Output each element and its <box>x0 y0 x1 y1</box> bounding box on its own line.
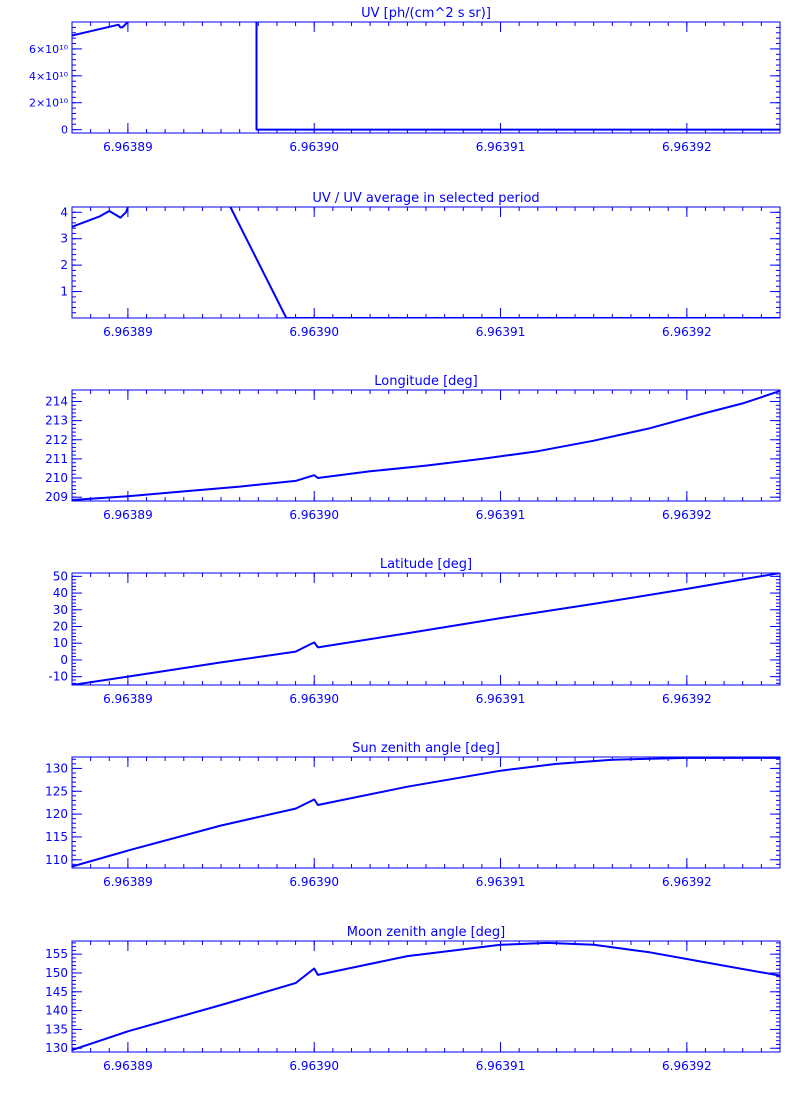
x-tick-label: 6.96392 <box>662 140 712 154</box>
x-tick-label: 6.96391 <box>476 875 526 889</box>
y-tick-label: 210 <box>45 471 68 485</box>
chart-panel-1: UV [ph/(cm^2 s sr)] 6.96389 6.96390 6.96391… <box>29 6 781 154</box>
chart-panel-6: Moon zenith angle [deg] 6.96389 6.96390 6.9… <box>45 925 781 1073</box>
series-line <box>255 22 780 131</box>
series-group <box>72 22 780 131</box>
series-line <box>72 390 780 501</box>
y-tick-label: 130 <box>45 1041 68 1055</box>
series-group <box>72 207 780 318</box>
chart-title: Latitude [deg] <box>380 557 472 572</box>
chart-title: Longitude [deg] <box>374 374 477 389</box>
x-tick-label: 6.96390 <box>289 325 339 339</box>
chart-panel-4: Latitude [deg] 6.96389 6.96390 6.96391 6.963… <box>48 557 781 706</box>
x-tick-label: 6.96389 <box>103 140 153 154</box>
chart-title: Sun zenith angle [deg] <box>352 741 500 756</box>
y-tick-label: 145 <box>45 985 68 999</box>
y-tick-label: 0 <box>61 124 68 137</box>
y-tick-label: 3 <box>60 232 68 246</box>
y-tick-label: 50 <box>53 569 68 583</box>
chart-title: UV [ph/(cm^2 s sr)] <box>361 6 491 21</box>
series-group <box>72 390 780 501</box>
y-tick-label: 135 <box>45 1022 68 1036</box>
y-tick-label: 130 <box>45 761 68 775</box>
y-tick-label: 10 <box>53 636 68 650</box>
x-tick-label: 6.96389 <box>103 325 153 339</box>
y-tick-label: 214 <box>45 394 68 408</box>
y-tick-label: 1 <box>60 285 68 299</box>
series-group <box>72 941 780 1052</box>
y-tick-label: 2×10¹⁰ <box>29 97 69 110</box>
chart-panel-5: Sun zenith angle [deg] 6.96389 6.96390 6.96… <box>45 741 781 889</box>
y-tick-label: 4 <box>60 205 68 219</box>
x-tick-label: 6.96391 <box>476 692 526 706</box>
plot-frame <box>71 756 781 869</box>
chart-panel-3: Longitude [deg] 6.96389 6.96390 6.96391 6.96… <box>45 374 781 522</box>
y-tick-label: 155 <box>45 947 68 961</box>
x-tick-label: 6.96391 <box>476 1059 526 1073</box>
y-tick-label: 6×10¹⁰ <box>29 43 69 56</box>
y-tick-label: -10 <box>48 670 68 684</box>
y-tick-label: 212 <box>45 433 68 447</box>
x-tick-label: 6.96392 <box>662 1059 712 1073</box>
y-tick-label: 150 <box>45 966 68 980</box>
series-group <box>72 757 780 868</box>
y-tick-label: 140 <box>45 1004 68 1018</box>
x-tick-label: 6.96390 <box>289 508 339 522</box>
x-tick-label: 6.96391 <box>476 325 526 339</box>
y-tick-label: 2 <box>60 258 68 272</box>
x-tick-label: 6.96389 <box>103 508 153 522</box>
y-tick-label: 30 <box>53 603 68 617</box>
plot-frame <box>71 21 781 134</box>
x-tick-label: 6.96390 <box>289 875 339 889</box>
x-tick-label: 6.96389 <box>103 875 153 889</box>
x-tick-label: 6.96391 <box>476 140 526 154</box>
plot-frame <box>71 206 781 319</box>
y-tick-label: 211 <box>45 452 68 466</box>
x-tick-label: 6.96392 <box>662 692 712 706</box>
series-group <box>72 573 780 685</box>
series-line <box>72 941 780 1052</box>
y-tick-label: 115 <box>45 830 68 844</box>
chart-title: UV / UV average in selected period <box>312 191 539 206</box>
y-tick-label: 20 <box>53 619 68 633</box>
x-tick-label: 6.96391 <box>476 508 526 522</box>
y-tick-label: 125 <box>45 784 68 798</box>
y-tick-label: 4×10¹⁰ <box>29 70 69 83</box>
y-tick-label: 40 <box>53 586 68 600</box>
series-line <box>72 757 780 868</box>
plot-frame <box>71 389 781 502</box>
x-tick-label: 6.96389 <box>103 692 153 706</box>
x-tick-label: 6.96392 <box>662 325 712 339</box>
x-tick-label: 6.96390 <box>289 140 339 154</box>
x-tick-label: 6.96390 <box>289 692 339 706</box>
x-tick-label: 6.96390 <box>289 1059 339 1073</box>
y-tick-label: 209 <box>45 490 68 504</box>
x-tick-label: 6.96389 <box>103 1059 153 1073</box>
series-line <box>72 207 129 228</box>
y-tick-label: 213 <box>45 414 68 428</box>
x-tick-label: 6.96392 <box>662 508 712 522</box>
y-tick-label: 120 <box>45 807 68 821</box>
y-tick-label: 110 <box>45 853 68 867</box>
chart-panel-2: UV / UV average in selected period 6.9638… <box>60 191 781 339</box>
series-line <box>72 573 780 685</box>
series-line <box>72 22 129 37</box>
x-tick-label: 6.96392 <box>662 875 712 889</box>
series-line <box>229 207 780 318</box>
y-tick-label: 0 <box>60 653 68 667</box>
chart-title: Moon zenith angle [deg] <box>347 925 505 940</box>
